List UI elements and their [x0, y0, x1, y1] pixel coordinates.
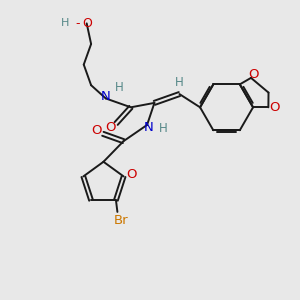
- Text: H: H: [60, 18, 69, 28]
- Text: -: -: [76, 17, 80, 30]
- Text: O: O: [126, 168, 136, 181]
- Text: H: H: [115, 81, 124, 94]
- Text: O: O: [82, 17, 92, 30]
- Text: N: N: [144, 122, 153, 134]
- Text: O: O: [248, 68, 259, 81]
- Text: N: N: [101, 90, 111, 103]
- Text: O: O: [270, 101, 280, 114]
- Text: H: H: [159, 122, 168, 135]
- Text: H: H: [175, 76, 184, 89]
- Text: Br: Br: [114, 214, 128, 227]
- Text: O: O: [91, 124, 102, 137]
- Text: O: O: [106, 121, 116, 134]
